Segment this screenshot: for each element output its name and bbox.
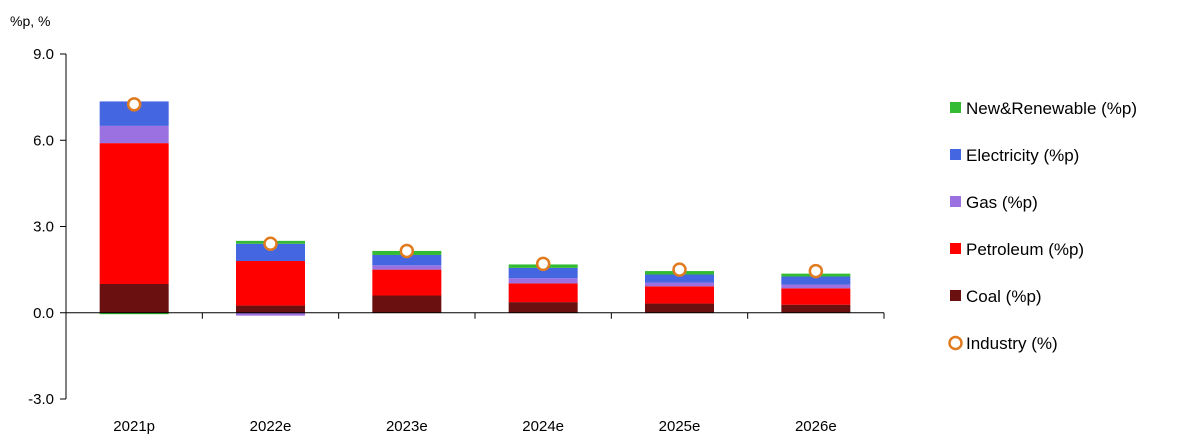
x-category-label: 2026e <box>795 418 837 435</box>
bar-newrenewable-2021p <box>99 312 169 315</box>
industry-marker-2022e <box>263 236 278 251</box>
bars-group <box>99 101 851 316</box>
legend-swatch-petroleum <box>950 243 961 254</box>
bar-petroleum-2021p <box>99 143 169 284</box>
industry-marker-2024e <box>535 256 551 272</box>
bar-coal-2025e <box>645 303 714 313</box>
bar-petroleum-2023e <box>372 269 442 296</box>
x-category-label: 2024e <box>522 418 564 435</box>
legend-swatch-gas <box>950 196 961 207</box>
bar-electricity-2026e <box>781 276 851 285</box>
bar-petroleum-2025e <box>645 286 714 304</box>
industry-markers-group <box>126 97 824 279</box>
bar-petroleum-2024e <box>508 283 578 303</box>
bar-petroleum-2026e <box>781 288 851 305</box>
x-category-label: 2023e <box>386 418 428 435</box>
industry-marker-2025e <box>672 262 687 277</box>
bar-coal-2021p <box>99 284 169 313</box>
bar-gas-2023e <box>372 265 442 270</box>
y-axis-unit-label: %p, % <box>10 13 50 29</box>
x-category-label: 2021p <box>113 418 155 435</box>
legend-label-industry: Industry (%) <box>966 334 1058 353</box>
x-category-label: 2022e <box>250 418 292 435</box>
legend: New&Renewable (%p) Electricity (%p) Gas (%… <box>948 99 1137 353</box>
legend-swatch-electricity <box>950 149 961 160</box>
legend-label-electricity: Electricity (%p) <box>966 146 1079 165</box>
legend-label-petroleum: Petroleum (%p) <box>966 240 1084 259</box>
industry-marker-2023e <box>399 243 415 259</box>
bar-coal-2026e <box>781 304 851 313</box>
bar-petroleum-2022e <box>236 261 305 306</box>
y-tick-label: 9.0 <box>33 46 54 63</box>
bar-electricity-2024e <box>508 267 578 279</box>
legend-label-gas: Gas (%p) <box>966 193 1038 212</box>
bar-gas-2021p <box>99 125 169 144</box>
y-tick-label: 0.0 <box>33 305 54 322</box>
bar-electricity-2022e <box>236 243 305 261</box>
bar-gas-2025e <box>645 282 714 287</box>
axes-group: -3.0 0.0 3.0 6.0 9.0 2021p 2022e 2023e 2024e 2025… <box>28 46 885 435</box>
legend-label-newrenewable: New&Renewable (%p) <box>966 99 1137 118</box>
x-category-label: 2025e <box>659 418 701 435</box>
legend-swatch-newrenewable <box>950 102 961 113</box>
bar-electricity-2025e <box>645 274 714 283</box>
legend-label-coal: Coal (%p) <box>966 287 1042 306</box>
y-tick-label: 3.0 <box>33 219 54 236</box>
industry-marker-2021p <box>126 97 142 112</box>
bar-coal-2024e <box>508 302 578 313</box>
bar-gas-2022e <box>236 312 305 316</box>
y-tick-label: -3.0 <box>28 391 54 408</box>
bar-gas-2026e <box>781 284 851 289</box>
y-tick-label: 6.0 <box>33 132 54 149</box>
legend-swatch-coal <box>950 290 961 301</box>
bar-coal-2023e <box>372 295 442 313</box>
bar-gas-2024e <box>508 278 578 284</box>
industry-marker-2026e <box>808 263 824 279</box>
bar-electricity-2023e <box>372 254 442 266</box>
legend-swatch-industry <box>948 335 963 351</box>
bar-coal-2022e <box>236 305 305 313</box>
